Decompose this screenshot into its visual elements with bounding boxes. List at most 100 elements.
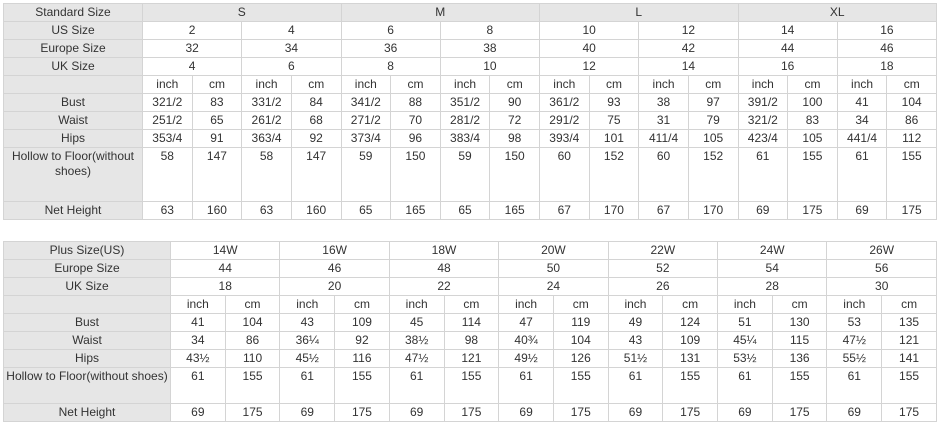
value-cell: 351/2 [439,93,491,112]
value-cell: 361/2 [539,93,590,112]
value-cell: 16 [836,21,938,40]
value-cell: 383/4 [439,129,491,148]
table-row: inch cm inch cm inch cm inch cm inch cm inch cm inch… [3,295,937,314]
value-cell: 423/4 [737,129,789,148]
value-cell: 251/2 [142,111,193,130]
value-cell: 51 [717,313,773,332]
value-cell: 32 [141,39,243,58]
value-cell: 67 [638,201,689,220]
value-cell: 131 [662,349,719,368]
row-label-cell: Waist [3,331,171,350]
row-label-cell: Hips [3,129,143,148]
value-cell: 373/4 [340,129,392,148]
value-cell: 101 [588,129,640,148]
value-cell: 69 [498,403,554,422]
value-cell: 155 [662,367,719,404]
value-cell: 175 [881,403,937,422]
value-cell: 91 [191,129,243,148]
value-cell: 38 [638,93,689,112]
value-cell: 61 [498,367,554,404]
value-cell: 40¾ [498,331,554,350]
value-cell: 114 [443,313,500,332]
value-cell: 60 [539,147,590,202]
value-cell: 155 [334,367,390,404]
value-cell: 61 [717,367,773,404]
value-cell: 441/4 [836,129,888,148]
value-cell: 155 [552,367,609,404]
value-cell: 36¼ [279,331,336,350]
standard-size-chart-table: Standard Size S M L XL US Size 2 4 6 8 10 12 14 16 Eur… [3,3,938,220]
value-cell: 61 [388,367,445,404]
value-cell: 160 [290,201,342,220]
table-row: US Size 2 4 6 8 10 12 14 16 [3,21,938,40]
value-cell: 175 [224,403,281,422]
value-cell: 6 [340,21,441,40]
value-cell: 41 [170,313,226,332]
value-cell: 26W [826,241,937,260]
value-cell: 69 [388,403,445,422]
value-cell: 34 [241,39,342,58]
value-cell: 61 [826,367,883,404]
table-row: Europe Size 44 46 48 50 52 54 56 [3,259,937,278]
value-cell: 105 [687,129,739,148]
value-cell: 92 [334,331,390,350]
value-cell: 175 [662,403,719,422]
unit-cell: cm [552,295,609,314]
value-cell: 105 [787,129,838,148]
value-cell: 69 [737,201,789,220]
unit-cell: inch [737,75,789,94]
unit-cell: cm [390,75,441,94]
value-cell: 44 [169,259,281,278]
value-cell: 90 [489,93,540,112]
table-row: Net Height 69 175 69 175 69 175 69 175 69 175 69 175… [3,403,937,422]
value-cell: 175 [552,403,609,422]
value-cell: 53 [826,313,883,332]
value-cell: 22W [607,241,719,260]
value-cell: 44 [737,39,838,58]
unit-cell: cm [443,295,500,314]
value-cell: 43½ [170,349,226,368]
value-cell: 28 [717,277,828,296]
value-cell: 61 [279,367,336,404]
value-cell: 130 [771,313,828,332]
table-row: Hollow to Floor(without shoes) 61 155 61 155… [3,367,937,404]
value-cell: 40 [538,39,640,58]
value-cell: 69 [836,201,888,220]
value-cell: 68 [290,111,342,130]
value-cell: 331/2 [241,93,292,112]
value-cell: 18 [836,57,938,76]
value-cell: 88 [390,93,441,112]
table-row: Bust 321/2 83 331/2 84 341/2 88 351/2 90 361/2 93 3… [3,93,937,112]
value-cell: 84 [290,93,342,112]
value-cell: 16 [737,57,838,76]
value-cell: 124 [662,313,719,332]
value-cell: 79 [687,111,739,130]
unit-cell: inch [439,75,491,94]
value-cell: 58 [142,147,193,202]
value-cell: 34 [836,111,888,130]
value-cell: 65 [439,201,491,220]
value-cell: 12 [638,21,739,40]
table-row: Hips 353/4 91 363/4 92 373/4 96 383/4 98 393/4 101… [3,129,937,148]
value-cell: 93 [588,93,640,112]
unit-cell: inch [607,295,664,314]
value-cell: 51½ [607,349,664,368]
value-cell: 18W [388,241,500,260]
row-label-cell: US Size [3,21,143,40]
value-cell: 69 [717,403,773,422]
unit-cell: cm [489,75,540,94]
unit-cell: inch [826,295,883,314]
unit-cell: cm [687,75,739,94]
value-cell: 18 [169,277,281,296]
value-cell: 34 [170,331,226,350]
value-cell: 92 [290,129,342,148]
value-cell: 14 [737,21,838,40]
value-cell: 43 [607,331,664,350]
table-row: inch cm inch cm inch cm inch cm inch cm inch cm inch… [3,75,937,94]
table-row: Standard Size S M L XL [3,3,937,22]
plus-size-chart-table: Plus Size(US) 14W 16W 18W 20W 22W 24W 26W Europe… [3,241,937,422]
value-cell: 70 [390,111,441,130]
value-cell: 63 [142,201,193,220]
value-cell: 83 [191,93,243,112]
